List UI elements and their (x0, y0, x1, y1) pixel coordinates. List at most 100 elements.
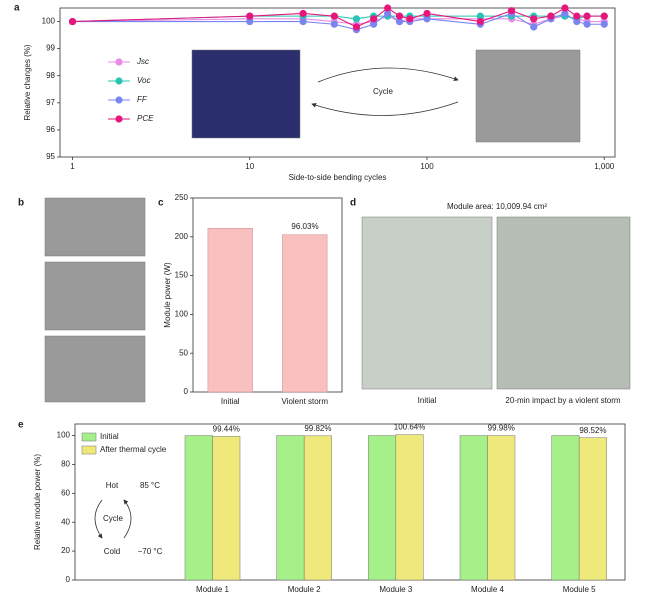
point (406, 15, 414, 23)
x-tick-label: 10 (245, 162, 254, 171)
legend-label: After thermal cycle (100, 445, 167, 454)
point (299, 17, 307, 26)
y-tick-label: 99 (46, 44, 55, 53)
photo-cell (191, 49, 301, 139)
caption: Initial (418, 396, 437, 405)
point (600, 12, 608, 20)
bar (459, 435, 488, 581)
point (384, 9, 392, 18)
photo (44, 197, 146, 257)
annotation: −70 °C (138, 547, 163, 556)
point (330, 20, 338, 28)
x-tick-label: Module 4 (471, 585, 504, 594)
y-tick-label: 0 (66, 575, 71, 584)
y-tick-label: 80 (61, 460, 70, 469)
y-tick-label: 95 (46, 152, 55, 161)
y-tick-label: 0 (184, 387, 189, 396)
y-tick-label: 50 (179, 348, 188, 357)
point (561, 9, 569, 18)
annotation: Cycle (373, 87, 394, 96)
panel-label: a (14, 3, 20, 14)
x-tick-label: Module 2 (288, 585, 321, 594)
panel-label: e (18, 420, 24, 431)
annotation: 96.03% (291, 222, 318, 231)
photo-module (496, 216, 631, 390)
y-tick-label: 96 (46, 125, 55, 134)
point (573, 12, 581, 20)
x-tick-label: Violent storm (281, 397, 328, 406)
caption: 20-min impact by a violent storm (505, 396, 620, 405)
bar (303, 435, 332, 581)
point (547, 12, 555, 20)
panel-label: b (18, 198, 24, 209)
bar (551, 435, 580, 581)
plot-frame (74, 423, 626, 581)
point (330, 12, 338, 20)
point (352, 15, 361, 23)
legend-marker (115, 115, 123, 123)
annotation: 85 °C (140, 481, 160, 490)
y-tick-label: 150 (175, 271, 189, 280)
bar (276, 435, 305, 581)
arrow (317, 67, 459, 83)
bar (395, 434, 424, 581)
point (423, 15, 431, 23)
series-line (72, 7, 605, 28)
point (507, 7, 516, 15)
point (299, 9, 307, 18)
point (68, 17, 77, 26)
photo (44, 261, 146, 331)
point (395, 17, 404, 26)
arrow (123, 499, 132, 539)
legend-marker (115, 58, 123, 66)
legend-marker (115, 96, 123, 104)
photo (44, 335, 146, 403)
point (246, 12, 254, 20)
legend-label: Voc (137, 76, 151, 85)
value-label: 99.98% (488, 424, 515, 433)
point (395, 12, 404, 20)
bar (207, 228, 253, 393)
y-tick-label: 97 (46, 98, 55, 107)
x-tick-label: 1 (70, 162, 75, 171)
series-line (72, 15, 605, 25)
value-label: 99.82% (304, 424, 331, 433)
y-tick-label: 250 (175, 193, 189, 202)
point (384, 4, 392, 12)
point (352, 23, 361, 31)
panel-d-title: Module area: 10,009.94 cm² (447, 202, 547, 211)
y-tick-label: 40 (61, 517, 70, 526)
x-tick-label: 1,000 (594, 162, 615, 171)
photo-bending (475, 49, 581, 143)
value-label: 98.52% (579, 426, 606, 435)
point (476, 12, 484, 20)
bar (184, 435, 213, 581)
x-axis-label: Side-to-side bending cycles (289, 173, 387, 182)
legend-label: Initial (100, 432, 119, 441)
point (423, 9, 431, 18)
x-tick-label: Module 1 (196, 585, 229, 594)
arrow (311, 101, 459, 116)
y-tick-label: 100 (57, 431, 71, 440)
legend-label: PCE (137, 114, 154, 123)
point (561, 4, 569, 12)
point (583, 20, 591, 28)
y-tick-label: 100 (42, 17, 56, 26)
annotation: Cycle (103, 514, 124, 523)
panel-label: d (350, 198, 356, 209)
y-tick-label: 20 (61, 546, 70, 555)
y-axis-label: Relative changes (%) (23, 44, 32, 120)
point (600, 20, 608, 28)
point (246, 17, 254, 26)
bar (578, 437, 607, 581)
legend-swatch (81, 445, 97, 455)
x-tick-label: Module 5 (563, 585, 596, 594)
legend-swatch (81, 432, 97, 442)
point (530, 23, 538, 31)
bar (368, 435, 397, 581)
bar (487, 435, 516, 581)
annotation: Cold (104, 547, 120, 556)
point (573, 17, 581, 26)
y-tick-label: 100 (175, 310, 189, 319)
